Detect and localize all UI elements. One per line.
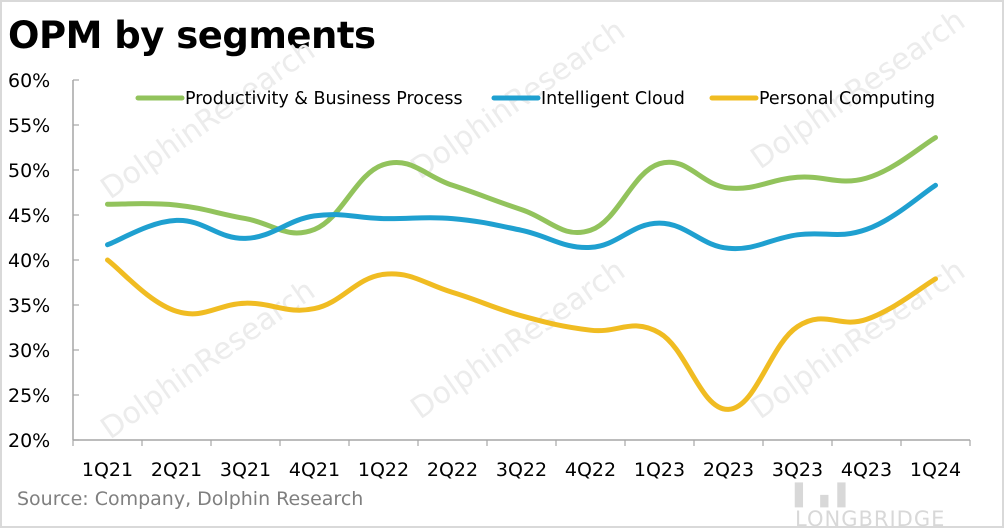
x-tick-label: 4Q21: [289, 459, 340, 481]
x-tick-label: 1Q24: [910, 459, 961, 481]
x-tick-label: 2Q23: [703, 459, 754, 481]
y-tick-label: 25%: [8, 385, 50, 407]
x-tick-label: 2Q21: [151, 459, 202, 481]
x-tick-label: 3Q22: [496, 459, 547, 481]
x-tick-label: 1Q23: [634, 459, 685, 481]
x-tick-label: 2Q22: [427, 459, 478, 481]
brand-text: LONGBRIDGE: [795, 507, 945, 531]
legend-label: Personal Computing: [759, 89, 935, 109]
x-tick-label: 1Q22: [358, 459, 409, 481]
y-tick-label: 45%: [8, 205, 50, 227]
x-tick-label: 1Q21: [82, 459, 133, 481]
watermark-text: DolphinResearch: [95, 33, 322, 207]
watermark-text: DolphinResearch: [95, 273, 322, 447]
y-tick-label: 60%: [8, 70, 50, 92]
y-tick-label: 20%: [8, 430, 50, 452]
x-tick-label: 3Q21: [220, 459, 271, 481]
legend-label: Productivity & Business Process: [185, 89, 463, 109]
longbridge-watermark: ▌▗▐ LONGBRIDGE: [795, 483, 1004, 531]
watermark-text: DolphinResearch: [405, 253, 632, 427]
source-note: Source: Company, Dolphin Research: [17, 488, 363, 510]
brand-bars-icon: ▌▗▐: [795, 483, 846, 507]
y-tick-label: 30%: [8, 340, 50, 362]
legend-label: Intelligent Cloud: [541, 89, 685, 109]
y-tick-label: 50%: [8, 160, 50, 182]
x-tick-label: 3Q23: [772, 459, 823, 481]
series-line-1: [108, 138, 936, 233]
y-tick-label: 40%: [8, 250, 50, 272]
y-tick-label: 55%: [8, 115, 50, 137]
y-tick-label: 35%: [8, 295, 50, 317]
x-tick-label: 4Q23: [841, 459, 892, 481]
watermarks: DolphinResearch DolphinResearch DolphinRes…: [95, 3, 972, 447]
x-tick-label: 4Q22: [565, 459, 616, 481]
